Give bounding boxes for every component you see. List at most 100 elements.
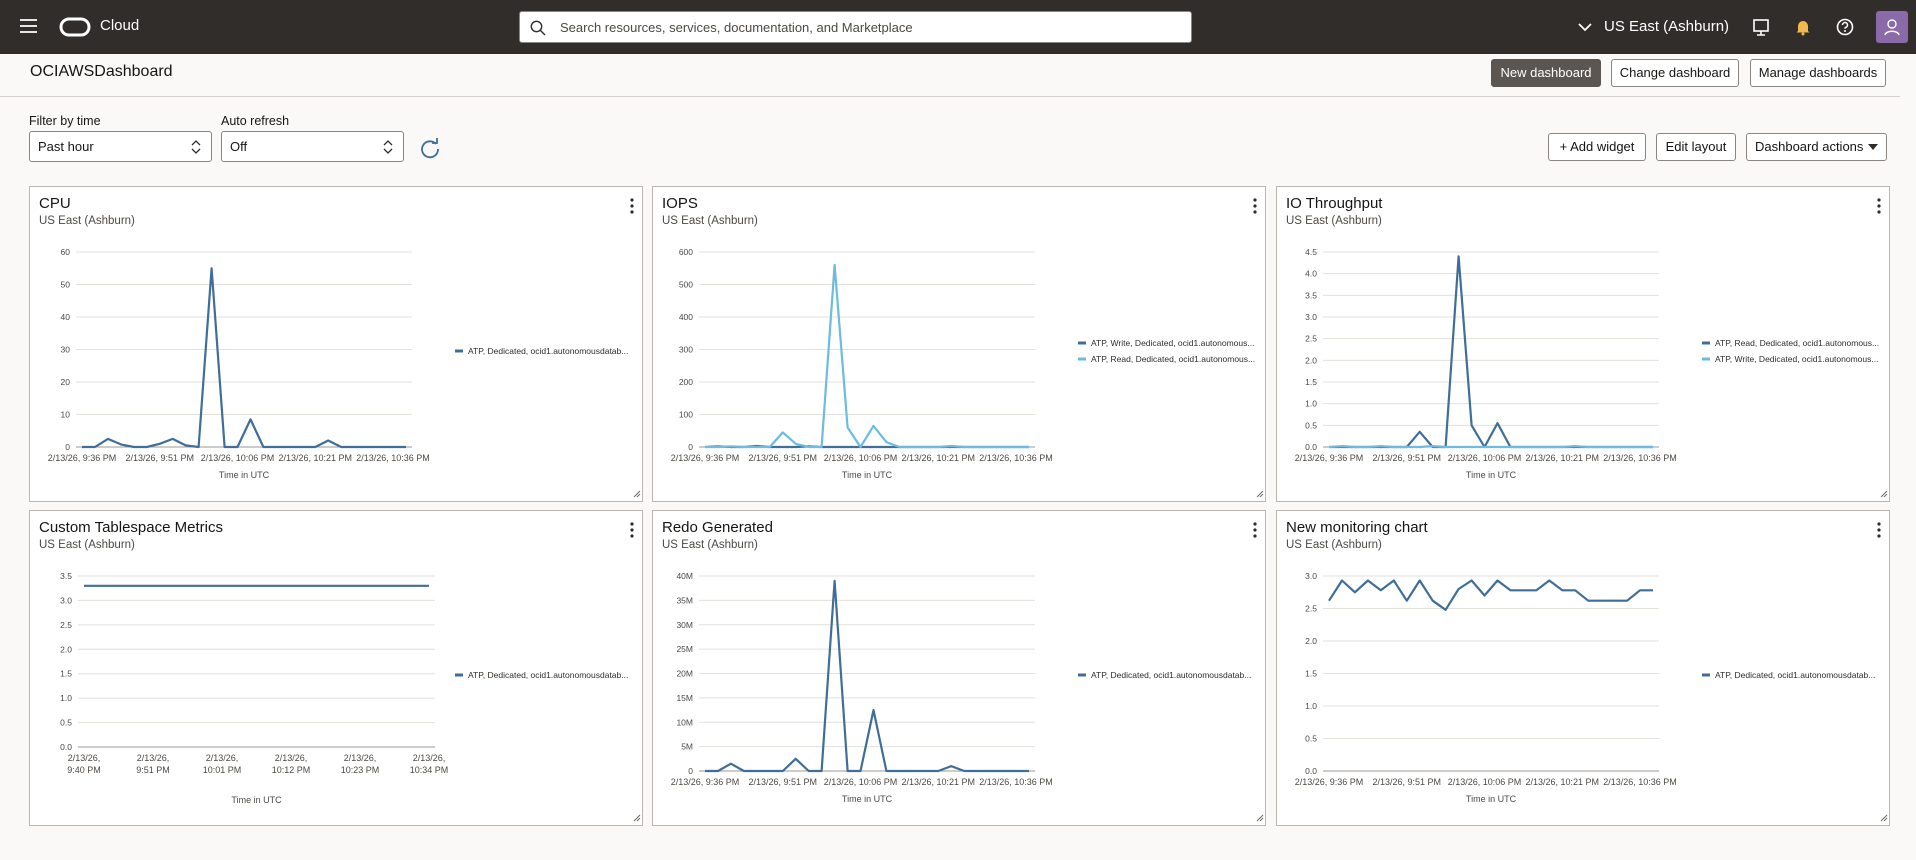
- new-dashboard-button[interactable]: New dashboard: [1491, 59, 1601, 87]
- add-widget-button[interactable]: + Add widget: [1548, 133, 1646, 161]
- x-tick-label: 2/13/26, 10:21 PM: [1525, 453, 1599, 463]
- y-tick-label: 2.0: [1305, 636, 1317, 646]
- y-tick-label: 1.0: [60, 693, 72, 703]
- y-tick-label: 600: [679, 247, 693, 257]
- refresh-icon[interactable]: [419, 138, 441, 160]
- menu-dot: [630, 534, 634, 538]
- console-icon[interactable]: [1752, 18, 1770, 36]
- x-axis-title: Time in UTC: [219, 470, 270, 480]
- y-tick-label: 30: [61, 345, 71, 355]
- legend-label: ATP, Dedicated, ocid1.autonomousdatab...: [468, 346, 628, 356]
- menu-dot: [630, 204, 634, 208]
- x-tick-label: 2/13/26, 10:21 PM: [901, 777, 975, 787]
- refresh-value: Off: [230, 139, 248, 154]
- widget: New monitoring chart US East (Ashburn) 0.0…: [1276, 510, 1890, 826]
- widget: IO Throughput US East (Ashburn) 0.0 0.5 1.0 1…: [1276, 186, 1890, 502]
- y-tick-label: 2.5: [1305, 334, 1317, 344]
- legend-label: ATP, Dedicated, ocid1.autonomousdatab...: [468, 670, 628, 680]
- divider: [0, 96, 1900, 97]
- y-tick-label: 400: [679, 312, 693, 322]
- manage-dashboards-button[interactable]: Manage dashboards: [1750, 59, 1886, 87]
- top-bar: Cloud Search resources, services, docume…: [0, 0, 1916, 54]
- x-axis-title: Time in UTC: [842, 470, 893, 480]
- x-tick-label: 2/13/26, 10:06 PM: [824, 453, 898, 463]
- notification-icon[interactable]: [1794, 18, 1812, 36]
- legend-label: ATP, Dedicated, ocid1.autonomousdatab...: [1715, 670, 1875, 680]
- widget-subtitle: US East (Ashburn): [662, 539, 758, 551]
- x-tick-label: 2/13/26, 10:12 PM: [272, 753, 311, 775]
- y-tick-label: 25M: [676, 644, 693, 654]
- edit-layout-button[interactable]: Edit layout: [1656, 133, 1736, 161]
- menu-dot: [630, 210, 634, 214]
- menu-icon[interactable]: [20, 18, 38, 34]
- dashboard-actions-button[interactable]: Dashboard actions: [1746, 133, 1887, 161]
- y-tick-label: 2.0: [60, 644, 72, 654]
- y-tick-label: 20M: [676, 669, 693, 679]
- widget: CPU US East (Ashburn) 0 10 20 30 40 50 60 2/13/26…: [29, 186, 643, 502]
- chart: 0.0 0.5 1.0 1.5 2.0 2.5 3.0 3.5 2/13/26, 9:40 PM 2…: [60, 522, 641, 822]
- y-tick-label: 5M: [681, 742, 693, 752]
- menu-dot: [1253, 204, 1257, 208]
- search-placeholder: Search resources, services, documentatio…: [560, 20, 913, 35]
- data-line: [1329, 255, 1653, 449]
- y-tick-label: 2.5: [1305, 604, 1317, 614]
- legend-label: ATP, Dedicated, ocid1.autonomousdatab...: [1091, 670, 1251, 680]
- widget-title: IOPS: [662, 195, 698, 212]
- resize-grip: [1256, 490, 1264, 498]
- menu-dot: [1877, 522, 1881, 526]
- y-tick-label: 500: [679, 280, 693, 290]
- y-tick-label: 10: [61, 410, 71, 420]
- x-tick-label: 2/13/26, 9:51 PM: [748, 777, 817, 787]
- dashboard-actions-text: Dashboard actions: [1755, 139, 1864, 154]
- x-tick-label: 2/13/26, 10:36 PM: [1603, 777, 1677, 787]
- y-tick-label: 1.0: [1305, 399, 1317, 409]
- widget-title: New monitoring chart: [1286, 519, 1428, 536]
- widget: IOPS US East (Ashburn) 0 100 200 300 400 500 600…: [652, 186, 1266, 502]
- search-box[interactable]: Search resources, services, documentatio…: [519, 11, 1192, 43]
- caret: [1868, 144, 1878, 150]
- data-line: [1328, 579, 1653, 611]
- y-tick-label: 0.5: [1305, 734, 1317, 744]
- chart: 0.0 0.5 1.0 1.5 2.0 2.5 3.0 2/13/26, 9:36 PM 2/1…: [1295, 522, 1888, 822]
- y-tick-label: 0.0: [60, 742, 72, 752]
- y-tick-label: 35M: [676, 595, 693, 605]
- x-tick-label: 2/13/26, 9:51 PM: [748, 453, 817, 463]
- widget-title: CPU: [39, 195, 71, 212]
- y-tick-label: 3.5: [60, 571, 72, 581]
- y-tick-label: 1.5: [60, 669, 72, 679]
- widget-menu[interactable]: [630, 522, 634, 538]
- widget-subtitle: US East (Ashburn): [39, 215, 135, 227]
- page-title: OCIAWSDashboard: [30, 63, 173, 80]
- widget-menu[interactable]: [1253, 522, 1257, 538]
- help-icon[interactable]: [1836, 18, 1854, 36]
- menu-dot: [630, 198, 634, 202]
- y-tick-label: 4.0: [1305, 269, 1317, 279]
- change-dashboard-button[interactable]: Change dashboard: [1611, 59, 1739, 87]
- x-tick-label: 2/13/26, 9:40 PM: [67, 753, 101, 775]
- widget-menu[interactable]: [1877, 522, 1881, 538]
- resize-grip: [633, 490, 641, 498]
- y-tick-label: 20: [61, 377, 71, 387]
- y-tick-label: 100: [679, 410, 693, 420]
- widget-menu[interactable]: [1877, 198, 1881, 214]
- y-tick-label: 0.0: [1305, 442, 1317, 452]
- region-chevron[interactable]: [1578, 22, 1592, 32]
- widget-title: Redo Generated: [662, 519, 773, 536]
- legend-label: ATP, Read, Dedicated, ocid1.autonomous..…: [1715, 338, 1879, 348]
- resize-grip: [1880, 490, 1888, 498]
- widget-menu[interactable]: [630, 198, 634, 214]
- x-tick-label: 2/13/26, 10:36 PM: [979, 777, 1053, 787]
- x-tick-label: 2/13/26, 10:06 PM: [201, 453, 275, 463]
- widget-menu[interactable]: [1253, 198, 1257, 214]
- refresh-select[interactable]: Off: [221, 131, 404, 162]
- data-line: [82, 267, 406, 449]
- y-tick-label: 50: [61, 280, 71, 290]
- region[interactable]: US East (Ashburn): [1604, 18, 1730, 35]
- profile-icon[interactable]: [1876, 11, 1908, 43]
- time-select[interactable]: Past hour: [29, 131, 212, 162]
- y-tick-label: 300: [679, 345, 693, 355]
- chart: 0.0 0.5 1.0 1.5 2.0 2.5 3.0 3.5 4.0 4.5 2/13/26, 9…: [1295, 198, 1888, 498]
- menu-dot: [1253, 198, 1257, 202]
- logo[interactable]: [59, 17, 91, 37]
- y-tick-label: 10M: [676, 717, 693, 727]
